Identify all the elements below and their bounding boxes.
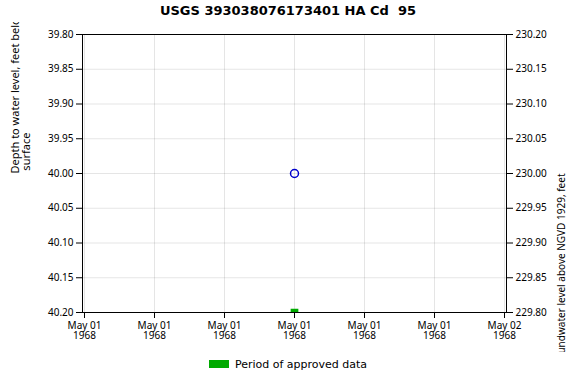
svg-text:39.95: 39.95 [48,131,74,145]
svg-text:Depth to water level, feet bel: Depth to water level, feet below land su… [7,22,33,174]
svg-text:40.20: 40.20 [48,305,74,319]
svg-text:39.80: 39.80 [48,27,74,41]
svg-text:39.85: 39.85 [48,61,74,75]
html-text:Period of approved data: Period of approved data [234,357,368,371]
svg-text:230.00: 230.00 [516,166,548,180]
svg-text:229.95: 229.95 [516,200,548,214]
svg-text:May 011968: May 011968 [348,318,382,342]
svg-text:May 011968: May 011968 [208,318,242,342]
svg-text:40.10: 40.10 [48,235,74,249]
svg-text:229.85: 229.85 [516,270,548,284]
svg-text:Groundwater level above NGVD 1: Groundwater level above NGVD 1929, feet [554,173,568,352]
svg-text:40.15: 40.15 [48,270,74,284]
svg-text:May 011968: May 011968 [418,318,452,342]
svg-text:229.80: 229.80 [516,305,548,319]
svg-text:230.05: 230.05 [516,131,548,145]
html-text:USGS 393038076173401 HA Cd 95: USGS 393038076173401 HA Cd 95 [159,3,417,18]
svg-text:230.10: 230.10 [516,96,548,110]
svg-text:230.15: 230.15 [516,61,548,75]
svg-text:230.20: 230.20 [516,27,548,41]
svg-text:May 011968: May 011968 [278,318,312,342]
svg-text:229.90: 229.90 [516,235,548,249]
svg-text:39.90: 39.90 [48,96,74,110]
svg-text:May 011968: May 011968 [68,318,102,342]
svg-text:40.00: 40.00 [48,166,74,180]
svg-text:May 011968: May 011968 [138,318,172,342]
svg-text:May 021968: May 021968 [488,318,522,342]
svg-text:40.05: 40.05 [48,200,74,214]
